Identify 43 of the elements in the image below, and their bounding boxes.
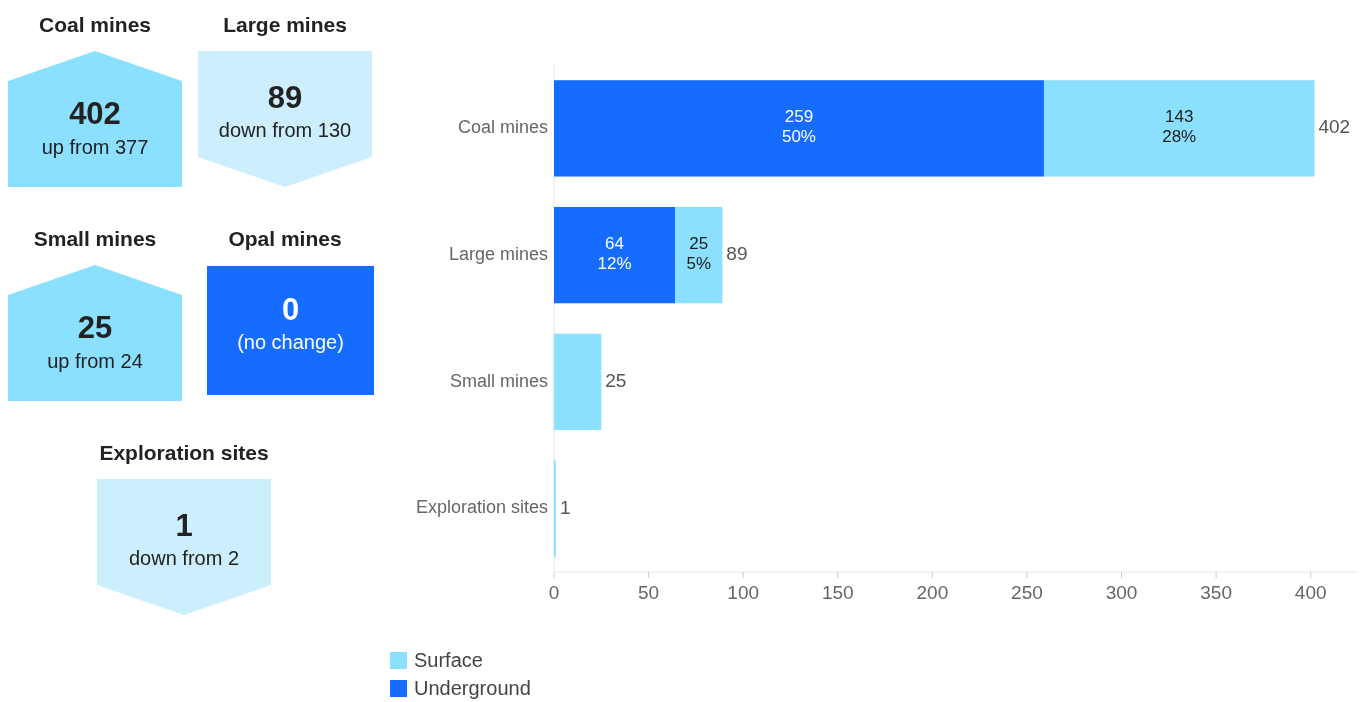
bar (554, 206, 676, 304)
y-tick-label: Coal mines (457, 117, 548, 138)
data-label: 0 (281, 292, 300, 327)
text: down from 130 (218, 119, 352, 141)
x-tick-label: 200 (916, 582, 949, 603)
text: (no change) (237, 331, 344, 353)
total-label: 402 (1318, 116, 1351, 138)
y-tick-label: Small mines (449, 370, 548, 391)
x-tick-label: 350 (1200, 582, 1232, 603)
data-label: 25 5% (686, 234, 712, 274)
x-tick-label: 150 (821, 582, 854, 603)
legend-label: Underground (414, 677, 531, 699)
bar (675, 206, 723, 304)
category-label: Opal mines (228, 227, 342, 250)
category-label: Exploration sites (99, 441, 269, 464)
category-label: Small mines (33, 227, 157, 250)
data-label: 402 (69, 96, 121, 131)
category-label: Coal mines (38, 13, 152, 36)
total-label: 89 (726, 243, 748, 265)
bar (1043, 80, 1315, 177)
x-tick-label: 100 (727, 582, 760, 603)
x-tick-label: 400 (1294, 582, 1327, 603)
category-label: Large mines (223, 13, 347, 36)
data-label: 25 (77, 310, 113, 345)
data-label: 143 28% (1162, 107, 1197, 147)
total-label: 1 (559, 496, 571, 518)
y-tick-label: Large mines (448, 243, 548, 264)
bar (554, 333, 602, 431)
x-tick-label: 50 (638, 582, 660, 603)
legend-label: Surface (414, 649, 483, 671)
data-label: 64 12% (597, 234, 632, 274)
x-tick-label: 300 (1105, 582, 1138, 603)
y-tick-label: Exploration sites (415, 497, 548, 518)
total-label: 25 (605, 369, 627, 391)
text: up from 24 (47, 350, 143, 372)
data-label: 1 (175, 508, 193, 543)
bar (554, 80, 1044, 177)
text: down from 2 (128, 547, 240, 569)
x-tick-label: 250 (1011, 582, 1043, 603)
text: up from 377 (41, 136, 149, 158)
x-tick-label: 0 (548, 582, 560, 603)
data-label: 259 50% (781, 107, 816, 147)
data-label: 89 (267, 80, 303, 115)
